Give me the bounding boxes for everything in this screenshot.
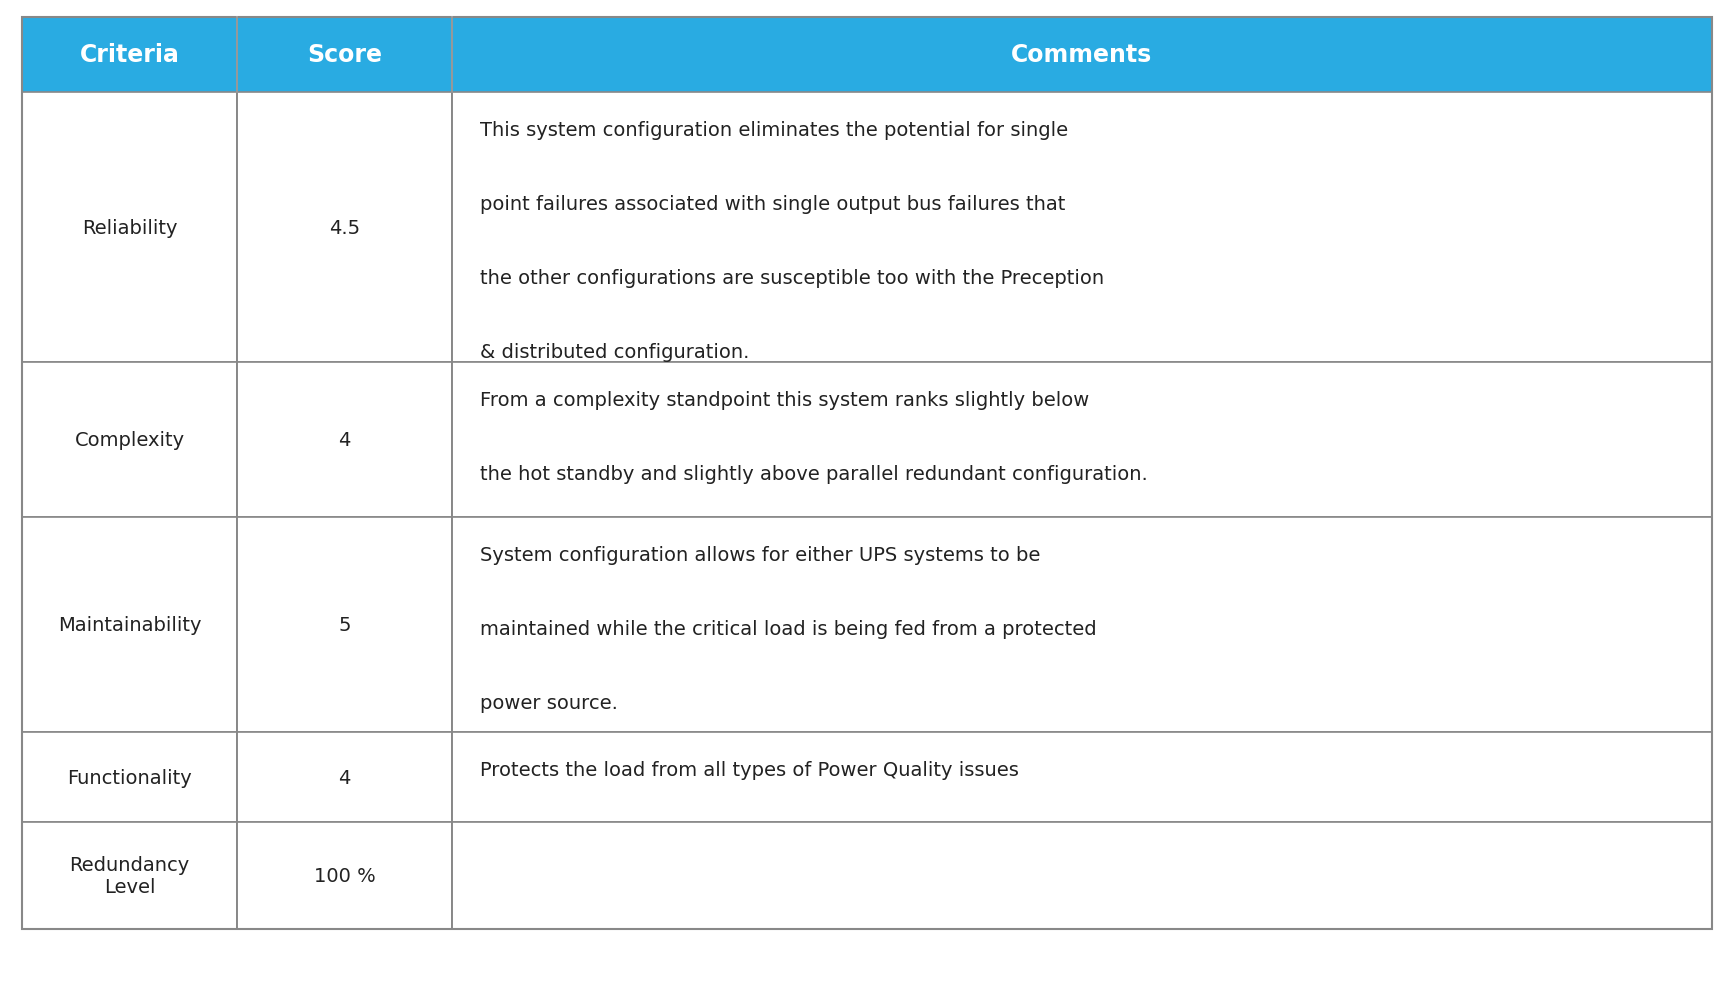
Bar xyxy=(452,18,1713,93)
Bar xyxy=(22,18,237,93)
Bar xyxy=(452,518,1713,733)
Bar xyxy=(452,93,1713,363)
Text: 5: 5 xyxy=(338,615,350,634)
Bar xyxy=(237,93,452,363)
Text: Functionality: Functionality xyxy=(67,768,192,787)
Text: Criteria: Criteria xyxy=(79,43,179,67)
Text: Protects the load from all types of Power Quality issues: Protects the load from all types of Powe… xyxy=(479,760,1019,779)
Text: 4: 4 xyxy=(338,431,350,450)
Bar xyxy=(22,822,237,929)
Text: Maintainability: Maintainability xyxy=(58,615,201,634)
Bar xyxy=(22,733,237,822)
Bar xyxy=(237,18,452,93)
Bar xyxy=(452,822,1713,929)
Text: 4.5: 4.5 xyxy=(328,218,361,238)
Text: Complexity: Complexity xyxy=(74,431,184,450)
Bar xyxy=(22,93,237,363)
Text: 100 %: 100 % xyxy=(314,866,375,885)
Bar xyxy=(452,363,1713,518)
Text: Score: Score xyxy=(308,43,381,67)
Text: Redundancy
Level: Redundancy Level xyxy=(69,855,189,896)
Bar xyxy=(22,363,237,518)
Text: This system configuration eliminates the potential for single

point failures as: This system configuration eliminates the… xyxy=(479,121,1105,362)
Bar xyxy=(22,518,237,733)
Bar xyxy=(237,518,452,733)
Bar xyxy=(452,733,1713,822)
Text: Comments: Comments xyxy=(1012,43,1153,67)
Text: From a complexity standpoint this system ranks slightly below

the hot standby a: From a complexity standpoint this system… xyxy=(479,390,1148,483)
Text: System configuration allows for either UPS systems to be

maintained while the c: System configuration allows for either U… xyxy=(479,545,1096,712)
Bar xyxy=(237,363,452,518)
Bar xyxy=(237,822,452,929)
Text: Reliability: Reliability xyxy=(82,218,177,238)
Text: 4: 4 xyxy=(338,768,350,787)
Bar xyxy=(237,733,452,822)
